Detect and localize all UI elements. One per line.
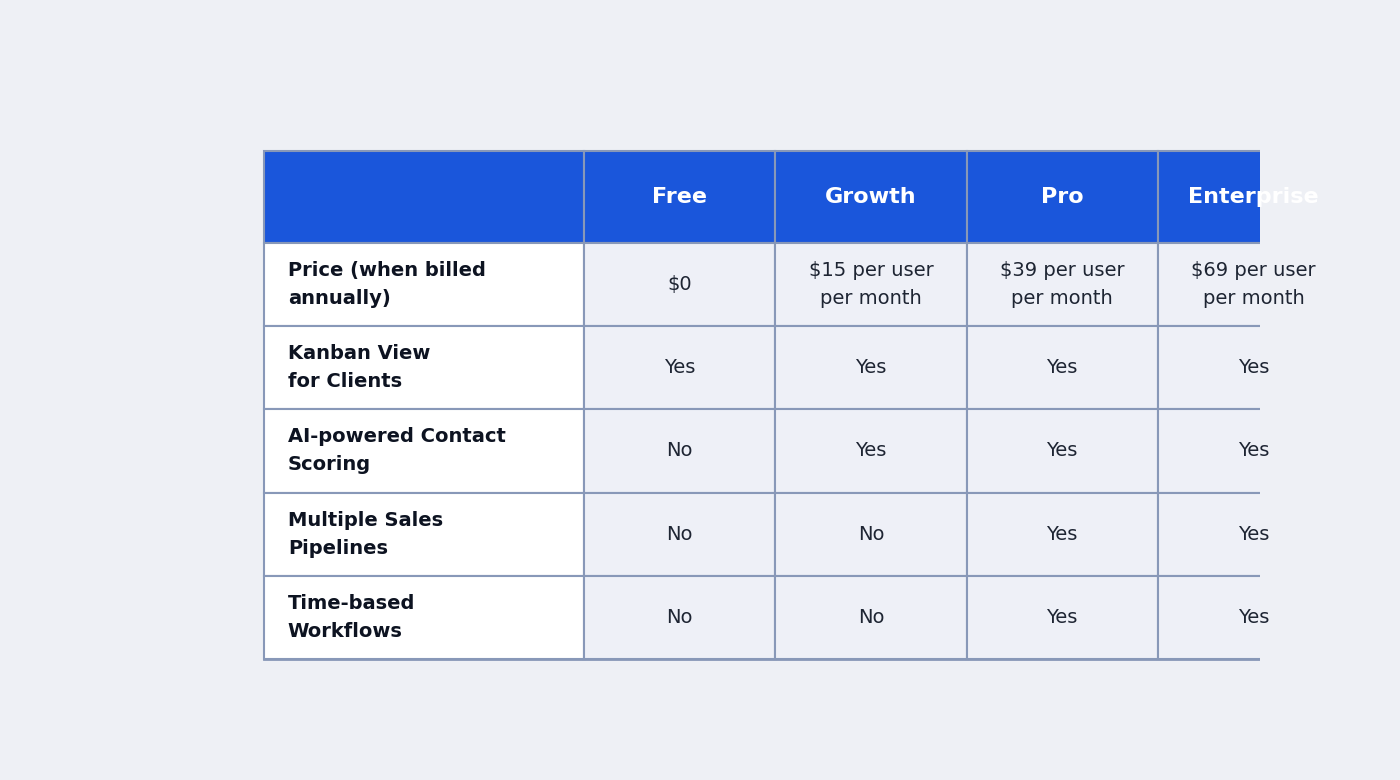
Text: $69 per user
per month: $69 per user per month: [1191, 261, 1316, 308]
Bar: [966, 243, 1158, 326]
Bar: [265, 576, 584, 659]
Text: Pro: Pro: [1040, 187, 1084, 207]
Text: Yes: Yes: [1238, 525, 1268, 544]
Bar: [584, 493, 776, 576]
Text: No: No: [666, 525, 693, 544]
Text: No: No: [858, 608, 885, 627]
Text: Multiple Sales
Pipelines: Multiple Sales Pipelines: [288, 511, 442, 558]
Bar: [966, 576, 1158, 659]
Text: No: No: [858, 525, 885, 544]
Text: Growth: Growth: [825, 187, 917, 207]
Bar: [1158, 410, 1350, 493]
Bar: [776, 576, 966, 659]
Bar: [1158, 493, 1350, 576]
Text: Yes: Yes: [855, 441, 886, 460]
Text: $15 per user
per month: $15 per user per month: [809, 261, 934, 308]
Text: No: No: [666, 441, 693, 460]
Bar: [1158, 151, 1350, 243]
Text: Enterprise: Enterprise: [1189, 187, 1319, 207]
Text: Yes: Yes: [1047, 441, 1078, 460]
Bar: [1158, 576, 1350, 659]
Text: Yes: Yes: [1047, 358, 1078, 378]
Bar: [966, 493, 1158, 576]
Bar: [966, 151, 1158, 243]
Text: $0: $0: [668, 275, 692, 294]
Bar: [265, 151, 584, 243]
Bar: [265, 326, 584, 410]
Text: Yes: Yes: [1047, 525, 1078, 544]
Bar: [265, 493, 584, 576]
Text: Yes: Yes: [1238, 358, 1268, 378]
Text: Yes: Yes: [1238, 608, 1268, 627]
Bar: [1158, 243, 1350, 326]
Bar: [584, 151, 776, 243]
Text: Yes: Yes: [1047, 608, 1078, 627]
Text: Free: Free: [652, 187, 707, 207]
Text: AI-powered Contact
Scoring: AI-powered Contact Scoring: [288, 427, 505, 474]
Bar: [776, 243, 966, 326]
Bar: [584, 410, 776, 493]
Text: Yes: Yes: [855, 358, 886, 378]
Text: Price (when billed
annually): Price (when billed annually): [288, 261, 486, 308]
Bar: [966, 410, 1158, 493]
Bar: [584, 326, 776, 410]
Text: Yes: Yes: [664, 358, 696, 378]
Bar: [265, 410, 584, 493]
Bar: [584, 243, 776, 326]
Text: Kanban View
for Clients: Kanban View for Clients: [288, 344, 430, 392]
Bar: [1158, 326, 1350, 410]
Text: $39 per user
per month: $39 per user per month: [1000, 261, 1124, 308]
Bar: [776, 410, 966, 493]
Bar: [776, 326, 966, 410]
Bar: [776, 493, 966, 576]
Text: Yes: Yes: [1238, 441, 1268, 460]
Bar: [776, 151, 966, 243]
Bar: [265, 151, 1350, 659]
Bar: [966, 326, 1158, 410]
Text: Time-based
Workflows: Time-based Workflows: [288, 594, 416, 641]
Bar: [584, 576, 776, 659]
Text: No: No: [666, 608, 693, 627]
Bar: [265, 243, 584, 326]
